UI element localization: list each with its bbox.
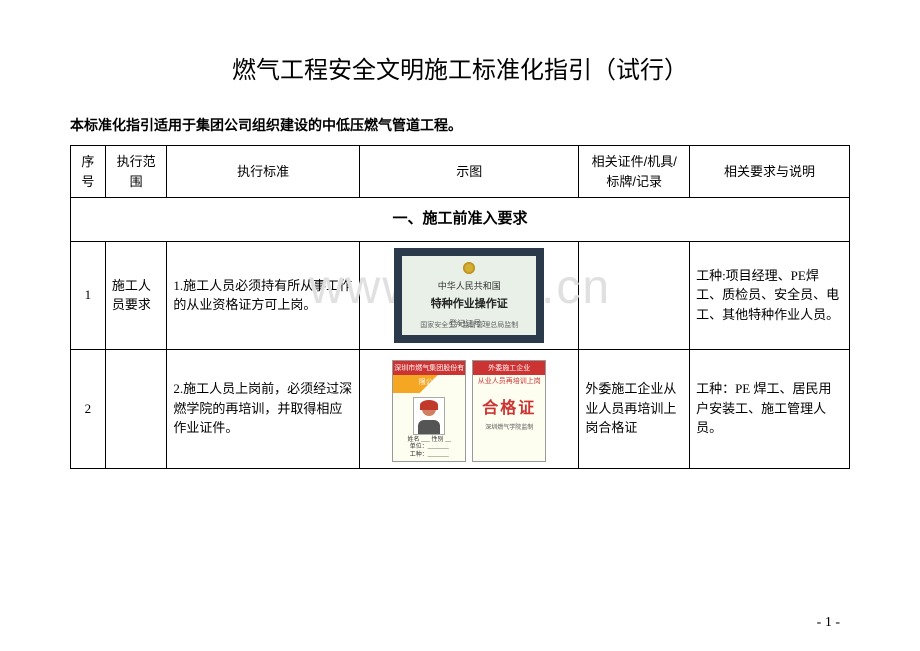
card-line1: 中华人民共和国	[402, 280, 536, 294]
id-card-back-header: 外委施工企业	[473, 361, 545, 375]
id-card-header: 深圳市燃气集团股份有限公司	[393, 361, 465, 375]
cell-seq: 2	[71, 349, 106, 468]
header-seq: 序号	[71, 146, 106, 198]
cell-seq: 1	[71, 241, 106, 349]
certificate-card-illustration: 中华人民共和国 特种作业操作证 登记证号： 国家安全生产监督管理总局监制	[394, 248, 544, 343]
section-row: 一、施工前准入要求	[71, 198, 850, 242]
cell-cert	[579, 241, 690, 349]
section-title: 一、施工前准入要求	[71, 198, 850, 242]
id-card-info: 姓名 ___ 性别 __单位：_______工种：_______	[393, 437, 465, 460]
emblem-icon	[463, 262, 475, 274]
header-scope: 执行范围	[105, 146, 167, 198]
cell-cert: 外委施工企业从业人员再培训上岗合格证	[579, 349, 690, 468]
card-line2: 特种作业操作证	[402, 296, 536, 313]
id-card-back: 外委施工企业 从业人员再培训上岗 合格证 深圳燃气学院监制	[472, 360, 546, 462]
main-table: 序号 执行范围 执行标准 示图 相关证件/机具/标牌/记录 相关要求与说明 一、…	[70, 145, 850, 469]
cell-req: 工种：PE 焊工、居民用户安装工、施工管理人员。	[690, 349, 850, 468]
table-row: 2 2.施工人员上岗前，必须经过深燃学院的再培训，并取得相应作业证件。 深圳市燃…	[71, 349, 850, 468]
table-row: 1 施工人员要求 1.施工人员必须持有所从事工作的从业资格证方可上岗。 中华人民…	[71, 241, 850, 349]
cell-req: 工种:项目经理、PE焊工、质检员、安全员、电工、其他特种作业人员。	[690, 241, 850, 349]
page-container: 燃气工程安全文明施工标准化指引（试行） 本标准化指引适用于集团公司组织建设的中低…	[0, 0, 920, 469]
card-line4: 国家安全生产监督管理总局监制	[402, 320, 536, 331]
document-subtitle: 本标准化指引适用于集团公司组织建设的中低压燃气管道工程。	[70, 115, 850, 135]
header-req: 相关要求与说明	[690, 146, 850, 198]
cell-diagram: 深圳市燃气集团股份有限公司 姓名 ___ 性别 __单位：_______工种：_…	[360, 349, 579, 468]
cell-scope	[105, 349, 167, 468]
header-diagram: 示图	[360, 146, 579, 198]
header-standard: 执行标准	[167, 146, 360, 198]
id-card-back-sub: 从业人员再培训上岗	[473, 377, 545, 385]
id-card-photo	[413, 397, 445, 435]
cell-standard: 2.施工人员上岗前，必须经过深燃学院的再培训，并取得相应作业证件。	[167, 349, 360, 468]
header-cert: 相关证件/机具/标牌/记录	[579, 146, 690, 198]
cell-scope: 施工人员要求	[105, 241, 167, 349]
id-card-pair-illustration: 深圳市燃气集团股份有限公司 姓名 ___ 性别 __单位：_______工种：_…	[392, 360, 546, 462]
page-number: - 1 -	[817, 615, 840, 631]
document-title: 燃气工程安全文明施工标准化指引（试行）	[70, 50, 850, 85]
id-card-back-title: 合格证	[473, 399, 545, 418]
id-card-front: 深圳市燃气集团股份有限公司 姓名 ___ 性别 __单位：_______工种：_…	[392, 360, 466, 462]
table-header-row: 序号 执行范围 执行标准 示图 相关证件/机具/标牌/记录 相关要求与说明	[71, 146, 850, 198]
cell-diagram: 中华人民共和国 特种作业操作证 登记证号： 国家安全生产监督管理总局监制	[360, 241, 579, 349]
cell-standard: 1.施工人员必须持有所从事工作的从业资格证方可上岗。	[167, 241, 360, 349]
id-card-back-small: 深圳燃气学院监制	[473, 424, 545, 433]
